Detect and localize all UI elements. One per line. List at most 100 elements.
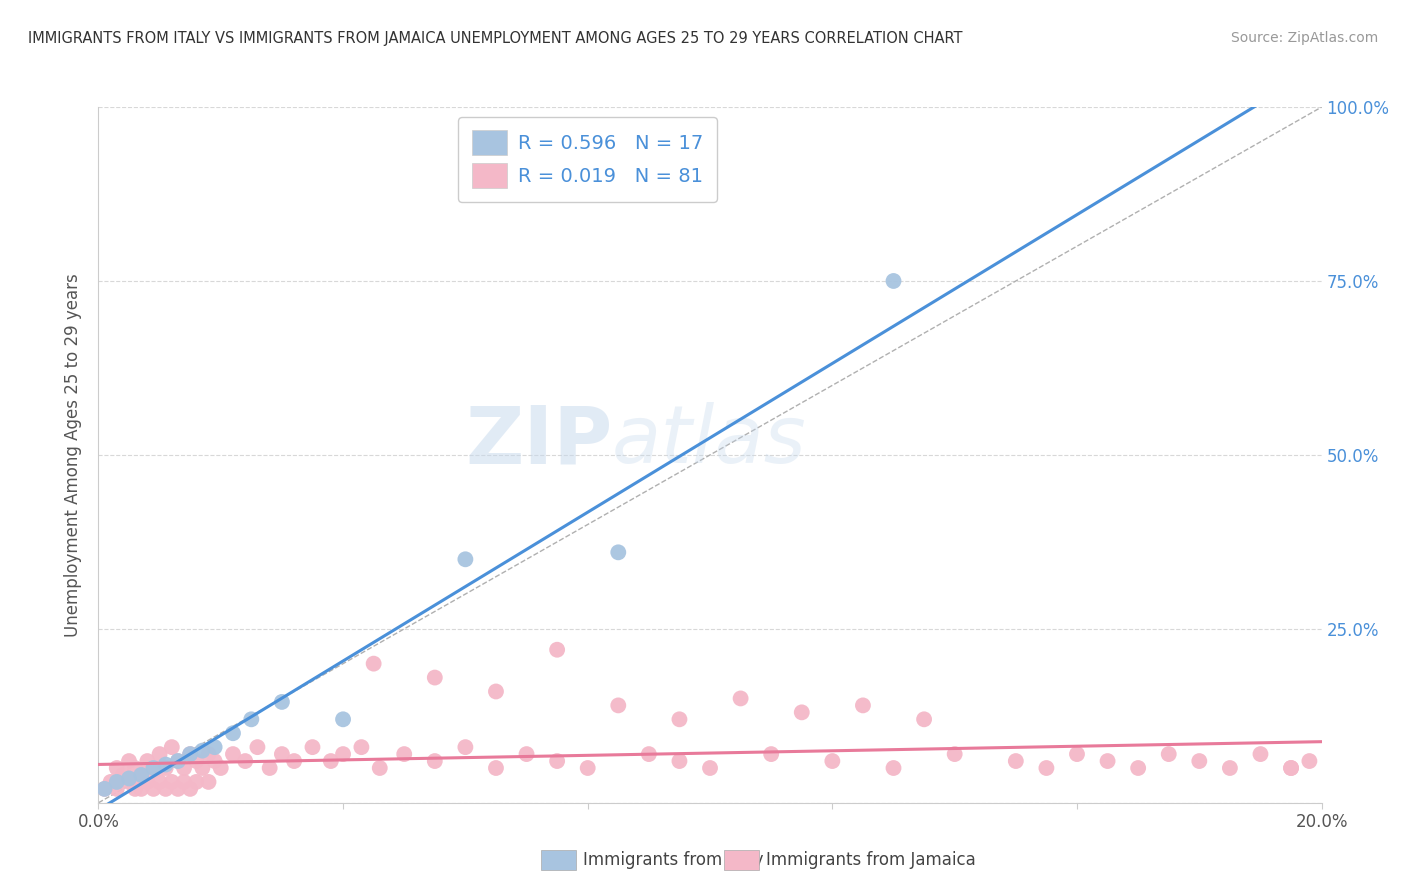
Point [173,775,195,789]
Point [576,761,599,775]
Point [1298,754,1320,768]
Point [118,775,141,789]
Point [197,775,219,789]
Point [270,747,292,761]
Point [129,768,152,782]
Point [167,781,190,796]
Point [209,761,232,775]
Point [186,775,208,789]
Point [1035,761,1057,775]
Point [142,761,165,775]
Point [246,740,269,755]
Point [454,740,477,755]
Point [1097,754,1119,768]
Point [149,775,172,789]
Point [301,740,323,755]
Text: ZIP: ZIP [465,402,612,480]
Point [233,754,256,768]
Point [160,775,183,789]
Point [179,781,201,796]
Point [124,781,146,796]
Point [546,754,568,768]
Point [167,754,190,768]
Point [129,781,152,796]
Point [93,781,115,796]
Point [1188,754,1211,768]
Point [607,698,630,713]
Point [129,768,152,782]
Point [699,761,721,775]
Point [1249,747,1271,761]
Point [197,747,219,761]
Point [204,740,226,755]
Point [222,747,245,761]
Point [454,552,477,566]
Point [852,698,875,713]
Point [191,744,214,758]
Point [790,706,813,720]
Point [191,761,214,775]
Point [105,775,128,789]
Point [240,712,263,726]
Point [485,684,508,698]
Point [118,754,141,768]
Point [93,781,115,796]
Point [179,747,201,761]
Point [668,754,690,768]
Point [759,747,782,761]
Legend: R = 0.596   N = 17, R = 0.019   N = 81: R = 0.596 N = 17, R = 0.019 N = 81 [458,117,717,202]
Point [204,754,226,768]
Point [943,747,966,761]
Point [423,754,446,768]
Point [149,747,172,761]
Point [423,671,446,685]
Point [607,545,630,559]
Point [546,642,568,657]
Point [167,754,190,768]
Point [516,747,538,761]
Point [1066,747,1088,761]
Point [637,747,661,761]
Point [105,761,128,775]
Point [363,657,385,671]
Y-axis label: Unemployment Among Ages 25 to 29 years: Unemployment Among Ages 25 to 29 years [65,273,83,637]
Point [883,761,905,775]
Point [730,691,752,706]
Point [368,761,391,775]
Point [155,757,177,772]
Point [883,274,905,288]
Point [186,754,208,768]
Point [350,740,373,755]
Point [100,775,122,789]
Point [124,761,146,775]
Point [136,775,159,789]
Point [1128,761,1150,775]
Point [319,754,342,768]
Point [1004,754,1026,768]
Text: Immigrants from Italy: Immigrants from Italy [583,851,763,869]
Point [1219,761,1241,775]
Point [1157,747,1180,761]
Point [160,740,183,755]
Point [118,772,141,786]
Point [283,754,305,768]
Point [332,747,354,761]
Point [105,781,128,796]
Point [179,747,201,761]
Text: Source: ZipAtlas.com: Source: ZipAtlas.com [1230,31,1378,45]
Point [142,781,165,796]
Point [155,781,177,796]
Point [668,712,690,726]
Point [270,695,292,709]
Point [1279,761,1302,775]
Point [332,712,354,726]
Point [1279,761,1302,775]
Point [912,712,935,726]
Point [173,761,195,775]
Point [142,761,165,775]
Text: IMMIGRANTS FROM ITALY VS IMMIGRANTS FROM JAMAICA UNEMPLOYMENT AMONG AGES 25 TO 2: IMMIGRANTS FROM ITALY VS IMMIGRANTS FROM… [28,31,963,46]
Point [392,747,416,761]
Point [259,761,281,775]
Point [155,761,177,775]
Point [821,754,844,768]
